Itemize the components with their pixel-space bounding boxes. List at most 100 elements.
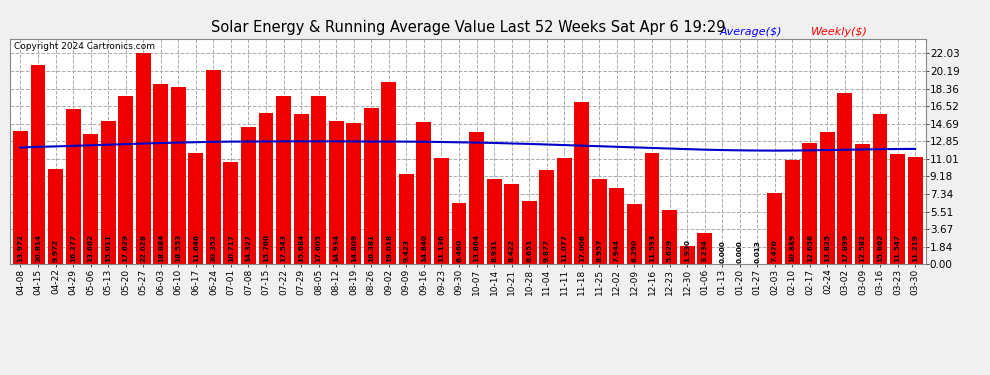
Text: 9.877: 9.877 <box>544 238 549 261</box>
Bar <box>574 102 589 264</box>
Text: 11.077: 11.077 <box>561 234 567 261</box>
Text: 15.662: 15.662 <box>877 233 883 261</box>
Bar <box>820 132 835 264</box>
Bar <box>540 170 554 264</box>
Text: 12.582: 12.582 <box>859 234 865 261</box>
Bar <box>592 178 607 264</box>
Text: 11.136: 11.136 <box>439 234 445 261</box>
Bar <box>908 157 923 264</box>
Text: 13.864: 13.864 <box>473 234 479 261</box>
Bar <box>487 179 502 264</box>
Bar <box>855 144 870 264</box>
Text: 14.934: 14.934 <box>334 234 340 261</box>
Text: 18.884: 18.884 <box>157 233 163 261</box>
Text: 17.605: 17.605 <box>316 234 322 261</box>
Text: Copyright 2024 Cartronics.com: Copyright 2024 Cartronics.com <box>15 42 155 51</box>
Bar <box>399 174 414 264</box>
Bar <box>346 123 361 264</box>
Bar <box>803 143 818 264</box>
Bar <box>294 114 309 264</box>
Bar <box>83 134 98 264</box>
Bar <box>679 246 695 264</box>
Text: 16.277: 16.277 <box>70 234 76 261</box>
Text: 14.809: 14.809 <box>350 234 356 261</box>
Bar <box>364 108 379 264</box>
Text: 6.290: 6.290 <box>632 238 638 261</box>
Text: 16.381: 16.381 <box>368 234 374 261</box>
Bar <box>224 162 239 264</box>
Bar <box>697 233 712 264</box>
Bar <box>381 82 396 264</box>
Text: 13.825: 13.825 <box>825 234 831 261</box>
Text: 1.930: 1.930 <box>684 238 690 261</box>
Text: 9.972: 9.972 <box>52 238 58 261</box>
Text: 11.646: 11.646 <box>193 234 199 261</box>
Bar <box>171 87 186 264</box>
Text: 17.629: 17.629 <box>123 234 129 261</box>
Bar <box>890 154 905 264</box>
Bar <box>469 132 484 264</box>
Bar <box>610 188 625 264</box>
Bar <box>434 158 448 264</box>
Bar <box>556 158 571 264</box>
Bar <box>101 121 116 264</box>
Text: 19.018: 19.018 <box>386 234 392 261</box>
Bar <box>838 93 852 264</box>
Text: Weekly($): Weekly($) <box>811 27 868 37</box>
Bar <box>65 108 80 264</box>
Text: 14.327: 14.327 <box>246 234 251 261</box>
Bar <box>49 169 63 264</box>
Bar <box>118 96 133 264</box>
Bar <box>522 201 537 264</box>
Text: 8.931: 8.931 <box>491 238 497 261</box>
Text: 14.840: 14.840 <box>421 234 427 261</box>
Text: 15.684: 15.684 <box>298 233 304 261</box>
Text: 11.593: 11.593 <box>649 234 655 261</box>
Bar <box>504 184 519 264</box>
Text: 17.543: 17.543 <box>280 234 286 261</box>
Text: 22.028: 22.028 <box>141 234 147 261</box>
Text: 5.629: 5.629 <box>666 238 672 261</box>
Bar <box>31 65 46 264</box>
Bar <box>13 130 28 264</box>
Title: Solar Energy & Running Average Value Last 52 Weeks Sat Apr 6 19:29: Solar Energy & Running Average Value Las… <box>211 20 725 35</box>
Text: 20.352: 20.352 <box>211 234 217 261</box>
Bar <box>276 96 291 264</box>
Text: 7.470: 7.470 <box>772 239 778 261</box>
Bar <box>872 114 887 264</box>
Text: 8.957: 8.957 <box>596 238 602 261</box>
Bar <box>136 54 150 264</box>
Text: 10.717: 10.717 <box>228 234 234 261</box>
Bar <box>417 122 432 264</box>
Bar <box>785 160 800 264</box>
Text: 17.899: 17.899 <box>842 233 848 261</box>
Text: Average($): Average($) <box>720 27 782 37</box>
Text: 17.006: 17.006 <box>579 234 585 261</box>
Text: 6.460: 6.460 <box>456 238 462 261</box>
Text: 7.944: 7.944 <box>614 238 620 261</box>
Bar <box>662 210 677 264</box>
Bar <box>241 127 256 264</box>
Bar <box>627 204 642 264</box>
Text: 15.760: 15.760 <box>263 234 269 261</box>
Text: 11.219: 11.219 <box>912 234 918 261</box>
Bar <box>644 153 659 264</box>
Bar <box>206 69 221 264</box>
Text: 3.234: 3.234 <box>702 239 708 261</box>
Text: 8.422: 8.422 <box>509 238 515 261</box>
Text: 13.662: 13.662 <box>87 234 94 261</box>
Text: 0.000: 0.000 <box>719 240 725 263</box>
Text: 20.814: 20.814 <box>35 234 41 261</box>
Text: 11.547: 11.547 <box>895 234 901 261</box>
Text: 15.011: 15.011 <box>105 234 111 261</box>
Text: 10.889: 10.889 <box>789 233 795 261</box>
Text: 0.000: 0.000 <box>737 240 742 263</box>
Text: 18.553: 18.553 <box>175 233 181 261</box>
Text: 12.656: 12.656 <box>807 233 813 261</box>
Text: 13.972: 13.972 <box>18 234 24 261</box>
Bar <box>767 193 782 264</box>
Text: 0.013: 0.013 <box>754 240 760 263</box>
Bar <box>329 122 344 264</box>
Bar <box>451 202 466 264</box>
Text: 9.423: 9.423 <box>403 238 410 261</box>
